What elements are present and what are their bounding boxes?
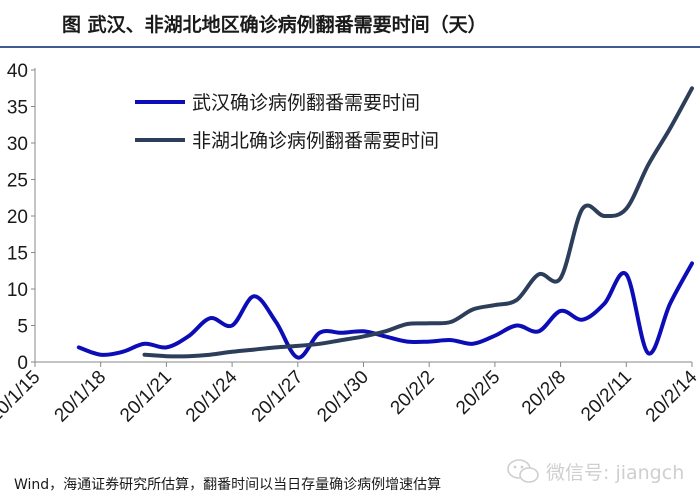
y-tick-label: 35 xyxy=(7,98,28,119)
wechat-icon xyxy=(507,459,539,483)
x-tick-label: 20/1/21 xyxy=(116,367,176,427)
x-tick-label: 20/1/30 xyxy=(313,367,373,427)
watermark-text: 微信号: jiangch xyxy=(546,462,685,484)
legend-label-2: 非湖北确诊病例翻番需要时间 xyxy=(192,130,439,152)
x-tick-label: 20/2/8 xyxy=(518,367,570,419)
figure-title: 图 武汉、非湖北地区确诊病例翻番需要时间（天） xyxy=(62,14,487,36)
x-tick-label: 20/1/24 xyxy=(182,366,242,426)
x-tick-label: 20/1/15 xyxy=(0,367,45,427)
y-tick-label: 40 xyxy=(7,61,28,82)
y-tick-label: 25 xyxy=(7,171,28,192)
series-layer xyxy=(76,86,694,360)
x-tick-label: 20/2/14 xyxy=(642,366,700,426)
series-line-2 xyxy=(142,86,694,359)
series-line-1 xyxy=(76,261,694,360)
x-tick-label: 20/1/18 xyxy=(51,367,111,427)
y-tick-label: 10 xyxy=(7,280,28,301)
y-tick-label: 0 xyxy=(17,353,28,374)
x-tick-label: 20/2/5 xyxy=(452,367,504,419)
source-note: Wind，海通证券研究所估算，翻番时间以当日存量确诊病例增速估算 xyxy=(14,477,442,493)
title-bar: 图 武汉、非湖北地区确诊病例翻番需要时间（天） xyxy=(0,0,700,48)
x-tick-label: 20/2/11 xyxy=(577,367,636,426)
y-tick-label: 5 xyxy=(17,317,28,338)
legend-label-1: 武汉确诊病例翻番需要时间 xyxy=(192,92,420,114)
y-tick-label: 15 xyxy=(7,244,28,265)
y-tick-label: 30 xyxy=(7,134,28,155)
x-tick-label: 20/2/2 xyxy=(387,367,439,419)
watermark: 微信号: jiangch xyxy=(506,456,700,484)
x-tick-label: 20/1/27 xyxy=(248,367,308,427)
y-tick-label: 20 xyxy=(7,207,28,228)
